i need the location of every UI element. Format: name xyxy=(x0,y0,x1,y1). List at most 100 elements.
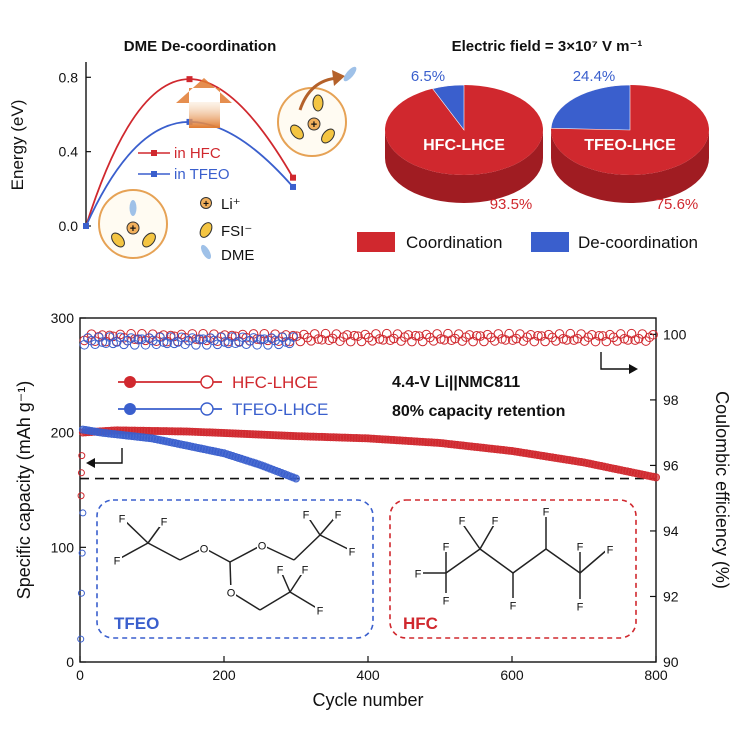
cycling-y-tick-label: 300 xyxy=(51,310,75,326)
pie-decoord-label: 6.5% xyxy=(411,68,445,85)
pie-slice-decoordination xyxy=(432,84,465,131)
ce-marker xyxy=(558,334,568,344)
hfc-f-atom-bg xyxy=(575,599,585,612)
pie-1: TFEO-LHCE 24.4% 75.6% xyxy=(550,68,709,213)
hfc-f-atom: F xyxy=(459,516,466,528)
energy-y-tick-label: 0.4 xyxy=(59,144,79,160)
cycling-y2-tick-label: 98 xyxy=(663,392,679,408)
fsi-legend-icon xyxy=(199,222,213,238)
ce-marker xyxy=(237,329,248,340)
cycling-x-tick-label: 600 xyxy=(500,667,524,683)
capacity-marker xyxy=(652,473,661,482)
left-axis-indicator-arrowhead xyxy=(86,458,95,468)
tfeo-o-atom: O xyxy=(258,541,267,553)
ce-marker xyxy=(252,334,262,344)
decoordinated-cluster-icon: + xyxy=(277,66,357,157)
ce-marker xyxy=(533,330,543,341)
ce-marker xyxy=(291,331,302,342)
formation-ce-marker xyxy=(77,589,85,597)
bond xyxy=(147,542,181,561)
ce-marker xyxy=(93,332,104,343)
ce-marker xyxy=(252,339,262,350)
hfc-f-atom-bg xyxy=(605,542,615,555)
hfc-f-atom: F xyxy=(443,542,450,554)
pie-slice-decoordination xyxy=(550,84,631,131)
cycling-frame xyxy=(79,317,657,663)
energy-panel: DME De-coordination 0.0 0.4 0.8 Energy (eV… xyxy=(8,38,357,264)
pie-title: Electric field = 3×10⁷ V m⁻¹ xyxy=(452,38,643,55)
ce-marker xyxy=(176,329,187,340)
hfc-f-atom-bg xyxy=(413,566,423,579)
pie-decoord-label: 24.4% xyxy=(573,68,616,85)
bond xyxy=(445,548,481,574)
dme-legend-label: DME xyxy=(221,247,254,264)
hfc-f-atom: F xyxy=(415,569,422,581)
ce-marker xyxy=(529,336,540,347)
ce-marker xyxy=(198,334,208,344)
cycling-legend-capacity-marker xyxy=(124,376,136,388)
left-axis-indicator-arrow xyxy=(92,448,123,464)
tfeo-o-atom: O xyxy=(200,544,209,556)
series-HFC-LHCE xyxy=(78,328,661,482)
tfeo-o-atom-bg xyxy=(226,585,236,598)
cycling-y2-tick-label: 96 xyxy=(663,457,679,473)
pies: HFC-LHCE 6.5% 93.5% TFEO-LHCE 24.4% 75.6% xyxy=(385,68,709,213)
hfc-label: HFC xyxy=(403,614,438,633)
cycling-y2-label: Coulombic efficiency (%) xyxy=(712,391,730,589)
ce-marker xyxy=(536,331,547,341)
fsi-legend-label: FSI⁻ xyxy=(221,223,252,240)
ce-marker xyxy=(259,334,270,344)
formation-ce-marker xyxy=(79,509,87,517)
ce-marker xyxy=(180,339,190,350)
ce-marker xyxy=(349,330,360,341)
bond xyxy=(259,591,291,611)
cycling-legend-label: HFC-LHCE xyxy=(232,373,318,392)
hfc-f-atom-bg xyxy=(441,593,451,606)
bond xyxy=(229,544,263,563)
cycling-legend-ce-marker xyxy=(200,402,214,416)
tfeo-f-atom: F xyxy=(303,510,310,522)
hfc-f-atom: F xyxy=(543,507,550,519)
ce-marker xyxy=(299,329,309,340)
ce-marker xyxy=(475,331,486,341)
decoordination-swatch xyxy=(531,232,569,252)
tfeo-f-atom: F xyxy=(119,514,126,526)
ce-marker xyxy=(615,329,626,339)
ce-marker xyxy=(309,329,320,339)
ce-marker xyxy=(648,329,658,340)
ce-marker xyxy=(435,334,446,344)
hfc-box xyxy=(389,499,637,639)
energy-legend-label: in HFC xyxy=(174,145,221,162)
ce-marker xyxy=(360,329,370,340)
formation-ce-marker xyxy=(77,635,85,643)
tfeo-f-atom: F xyxy=(349,547,356,559)
dme-legend-icon xyxy=(200,244,212,260)
bond xyxy=(545,548,581,574)
energy-legend-marker xyxy=(151,171,157,177)
li-legend-label: Li⁺ xyxy=(221,196,241,213)
cycling-y2-tick-label: 92 xyxy=(663,588,679,604)
cycling-data xyxy=(77,328,661,643)
hfc-f-atom-bg xyxy=(575,539,585,552)
cycling-annotation-retention: 80% capacity retention xyxy=(392,403,565,420)
bond xyxy=(293,534,321,561)
tfeo-o-atom: O xyxy=(227,588,236,600)
energy-legend-label: in TFEO xyxy=(174,166,230,183)
ce-marker xyxy=(471,330,482,341)
ce-marker xyxy=(590,336,601,347)
ce-marker xyxy=(169,331,180,342)
cycling-x-tick-label: 0 xyxy=(76,667,84,683)
ce-marker xyxy=(241,339,252,350)
coordination-legend-label: Coordination xyxy=(406,233,502,252)
coordination-swatch xyxy=(357,232,395,252)
energy-point xyxy=(290,174,296,181)
ce-marker xyxy=(129,340,140,350)
energy-axes: 0.0 0.4 0.8 xyxy=(59,62,91,234)
cycling-legend-capacity-marker xyxy=(124,403,136,415)
hfc-f-atom-bg xyxy=(508,598,518,611)
bond xyxy=(261,544,295,561)
tfeo-f-atom-bg xyxy=(301,507,311,520)
ce-marker xyxy=(468,336,478,347)
